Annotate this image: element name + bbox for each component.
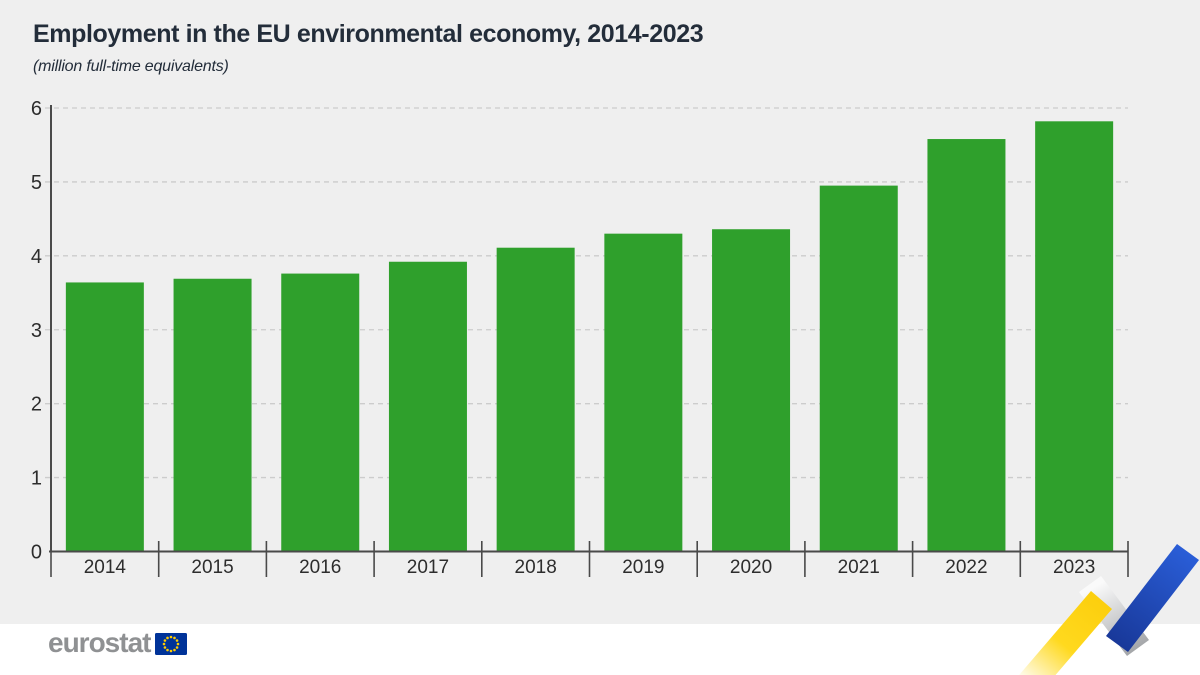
bar-2018 bbox=[496, 247, 575, 552]
eu-star bbox=[163, 642, 166, 646]
footer-white-strip bbox=[0, 624, 1200, 675]
x-label-2018: 2018 bbox=[515, 557, 557, 578]
bar-2020 bbox=[712, 229, 791, 552]
bar-2019 bbox=[604, 233, 683, 552]
eu-star bbox=[177, 642, 180, 646]
chart-title: Employment in the EU environmental econo… bbox=[33, 20, 704, 48]
eurostat-logo: eurostat bbox=[48, 627, 188, 658]
eu-star bbox=[173, 636, 177, 640]
eurostat-wordmark: eurostat bbox=[48, 627, 151, 658]
chart-subtitle: (million full-time equivalents) bbox=[33, 57, 229, 75]
x-label-2020: 2020 bbox=[730, 557, 772, 578]
y-tick-label-3: 3 bbox=[31, 320, 42, 342]
eu-star bbox=[166, 636, 170, 640]
y-tick-label-4: 4 bbox=[31, 246, 42, 268]
eu-star bbox=[166, 648, 170, 652]
x-label-2021: 2021 bbox=[838, 557, 880, 578]
eu-flag-icon bbox=[155, 633, 188, 655]
y-tick-label-6: 6 bbox=[31, 98, 42, 120]
x-label-2022: 2022 bbox=[945, 557, 987, 578]
x-label-2023: 2023 bbox=[1053, 557, 1095, 578]
bar-2023 bbox=[1035, 121, 1114, 552]
bar-2015 bbox=[173, 278, 252, 552]
bar-2021 bbox=[819, 185, 898, 552]
y-tick-label-5: 5 bbox=[31, 172, 42, 194]
eu-flag-stars bbox=[163, 635, 180, 653]
eu-star bbox=[170, 649, 173, 653]
bar-2017 bbox=[388, 261, 467, 552]
y-tick-label-2: 2 bbox=[31, 394, 42, 416]
x-label-2019: 2019 bbox=[622, 557, 664, 578]
eu-star bbox=[176, 639, 179, 642]
y-tick-label-0: 0 bbox=[31, 542, 42, 564]
bar-2014 bbox=[65, 282, 144, 552]
bar-2016 bbox=[281, 273, 360, 552]
x-label-2017: 2017 bbox=[407, 557, 449, 578]
x-label-2015: 2015 bbox=[191, 557, 233, 578]
chart-header: Employment in the EU environmental econo… bbox=[33, 20, 704, 76]
eu-star bbox=[173, 648, 177, 652]
x-label-2016: 2016 bbox=[299, 557, 341, 578]
eu-star bbox=[170, 635, 173, 639]
eu-star bbox=[164, 646, 167, 649]
eu-star bbox=[176, 646, 179, 649]
x-label-2014: 2014 bbox=[84, 557, 127, 578]
bar-2022 bbox=[927, 139, 1006, 552]
eu-star bbox=[164, 639, 167, 642]
plot-area: 0 1 2 3 4 5 6 2014 2015 2016 2017 2018 2019 2020 2021 2… bbox=[31, 98, 1129, 578]
y-tick-label-1: 1 bbox=[31, 468, 42, 490]
